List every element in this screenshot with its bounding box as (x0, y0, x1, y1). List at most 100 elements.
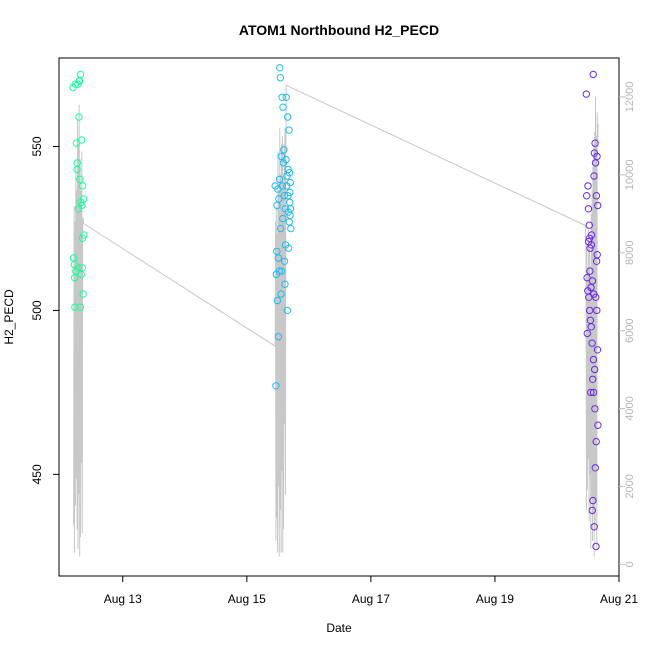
secondary-series-line (73, 84, 599, 557)
data-point-series-1 (77, 136, 86, 144)
data-point-series-2 (286, 178, 294, 187)
data-point-series-2 (275, 175, 284, 184)
data-point-series-2 (281, 280, 289, 288)
data-point-series-3 (593, 306, 601, 315)
data-point-series-2 (276, 64, 284, 72)
data-point-series-2 (284, 165, 292, 174)
data-point-series-2 (284, 113, 292, 121)
data-point-series-1 (73, 159, 82, 167)
data-point-series-3 (586, 306, 594, 315)
x-tick-label: Aug 17 (352, 592, 390, 606)
data-point-series-2 (278, 93, 286, 102)
x-tick-label: Aug 21 (600, 592, 638, 606)
data-point-series-3 (585, 221, 593, 229)
data-point-series-2 (279, 103, 287, 111)
data-point-series-3 (586, 267, 594, 275)
data-point-series-3 (587, 283, 595, 292)
data-point-series-3 (587, 388, 595, 397)
y-left-tick-label: 500 (30, 300, 44, 320)
data-point-series-2 (286, 205, 295, 213)
data-point-series-3 (588, 277, 597, 285)
data-point-series-1 (80, 231, 88, 239)
y-right-tick-label: 10000 (624, 160, 636, 191)
data-point-series-3 (589, 388, 598, 397)
plot-frame (58, 57, 620, 577)
x-tick-label: Aug 19 (476, 592, 514, 606)
data-point-series-3 (589, 496, 597, 505)
data-point-series-1 (74, 264, 83, 272)
data-point-series-3 (592, 293, 600, 301)
y-left-tick-label: 450 (30, 464, 44, 484)
points-layer (69, 64, 602, 551)
data-point-series-2 (286, 188, 294, 197)
data-point-series-3 (589, 355, 598, 364)
data-point-series-3 (589, 375, 597, 383)
data-point-series-2 (274, 254, 282, 262)
data-point-series-2 (277, 290, 285, 298)
data-point-series-3 (583, 329, 591, 338)
data-point-series-3 (592, 437, 600, 446)
data-point-series-1 (78, 201, 86, 210)
data-point-series-2 (284, 244, 293, 252)
data-point-series-3 (584, 182, 592, 190)
y-right-tick-label: 4000 (624, 396, 636, 420)
data-point-series-2 (272, 382, 280, 390)
data-point-series-3 (594, 201, 602, 210)
y-axis-right: 0 2000 4000 6000 8000 10000 12000 (619, 82, 636, 567)
y-left-tick-label: 550 (30, 136, 44, 156)
data-point-series-2 (275, 267, 283, 275)
data-point-series-3 (583, 192, 591, 200)
data-point-series-2 (275, 195, 283, 203)
data-point-series-2 (276, 74, 285, 82)
y-axis-label: H2_PECD (2, 289, 16, 345)
data-point-series-3 (593, 346, 602, 354)
data-point-series-3 (584, 205, 593, 213)
data-point-series-1 (78, 264, 87, 272)
data-point-series-2 (280, 146, 288, 154)
data-point-series-3 (592, 542, 600, 551)
data-point-series-3 (591, 405, 599, 413)
data-point-series-2 (274, 333, 283, 341)
data-point-series-2 (273, 296, 282, 305)
data-point-series-3 (582, 90, 590, 98)
data-point-series-2 (276, 224, 285, 233)
x-tick-label: Aug 15 (228, 592, 266, 606)
data-point-series-2 (282, 93, 290, 102)
y-right-tick-label: 2000 (624, 474, 636, 498)
data-point-series-2 (273, 247, 281, 256)
data-point-series-2 (283, 306, 291, 315)
data-point-series-3 (591, 139, 599, 147)
data-point-series-3 (588, 506, 596, 515)
data-point-series-1 (78, 234, 87, 243)
data-point-series-1 (79, 195, 88, 203)
data-point-series-2 (278, 182, 287, 190)
data-point-series-3 (586, 244, 594, 252)
data-point-series-1 (76, 303, 85, 311)
data-point-series-1 (79, 182, 87, 190)
y-right-tick-label: 12000 (624, 82, 636, 113)
x-axis-label: Date (326, 621, 352, 635)
data-point-series-3 (591, 464, 599, 472)
data-point-series-3 (593, 152, 601, 161)
data-point-series-3 (587, 241, 596, 249)
data-point-series-1 (79, 290, 87, 298)
data-point-series-3 (593, 251, 601, 259)
data-point-series-2 (282, 155, 290, 164)
y-right-tick-label: 0 (624, 561, 636, 567)
data-point-series-1 (71, 303, 79, 311)
data-point-series-3 (587, 323, 595, 331)
data-point-series-3 (592, 192, 601, 200)
data-point-series-3 (588, 339, 596, 347)
y-axis-left: 450 500 550 (30, 136, 59, 484)
data-point-series-1 (76, 175, 84, 184)
chart-title: ATOM1 Northbound H2_PECD (239, 22, 439, 38)
data-point-series-1 (72, 139, 81, 147)
data-point-series-2 (279, 214, 287, 223)
data-point-series-2 (278, 267, 286, 275)
x-tick-label: Aug 13 (104, 592, 142, 606)
data-point-series-2 (273, 201, 281, 210)
data-point-series-2 (285, 218, 293, 226)
y-right-tick-label: 6000 (624, 318, 636, 342)
data-point-series-1 (76, 70, 85, 79)
